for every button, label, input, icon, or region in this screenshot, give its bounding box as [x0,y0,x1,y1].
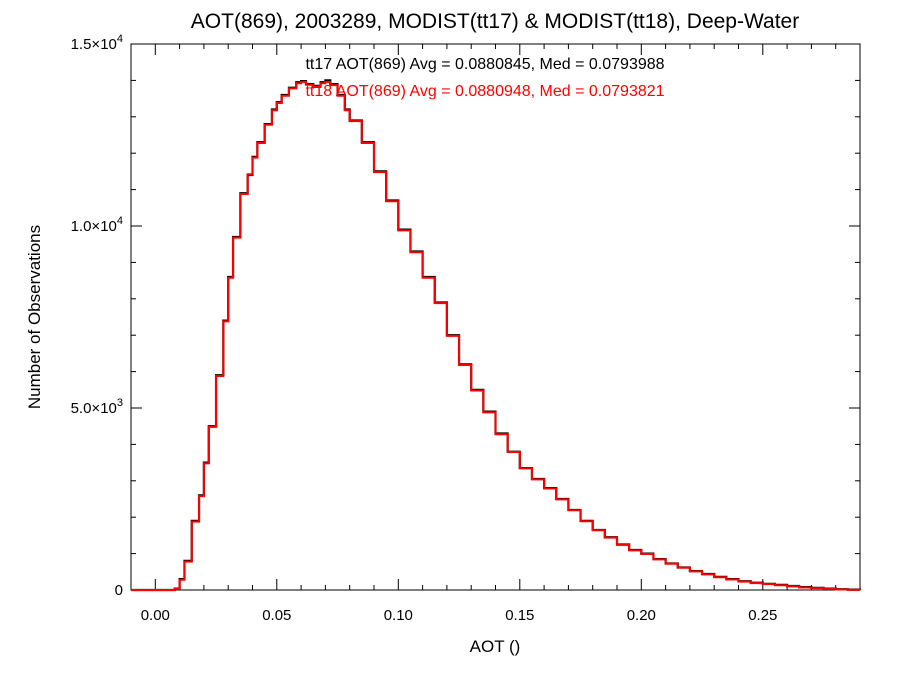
y-axis-label: Number of Observations [25,225,44,409]
annotation-tt17: tt17 AOT(869) Avg = 0.0880845, Med = 0.0… [305,56,664,73]
series-tt18-line [131,80,861,591]
chart-title: AOT(869), 2003289, MODIST(tt17) & MODIST… [191,10,799,33]
x-axis-ticks: 0.00 0.05 0.10 0.15 0.20 0.25 [130,44,861,624]
x-axis-label: AOT () [470,637,521,656]
series-tt17-line [131,79,862,592]
y-tick-label: 1.5×104 [71,33,123,53]
series-layer [131,79,862,592]
x-tick-label: 0.20 [627,607,656,624]
x-tick-label: 0.00 [141,607,170,624]
x-tick-label: 0.10 [384,607,413,624]
annotation-tt18: tt18 AOT(869) Avg = 0.0880948, Med = 0.0… [305,83,664,100]
y-axis-ticks: 0 5.0×103 1.0×104 1.5×104 [71,33,860,599]
y-tick-label: 0 [115,582,123,599]
y-tick-label: 5.0×103 [71,397,123,417]
x-tick-label: 0.25 [748,607,777,624]
plot-frame [130,43,861,591]
x-tick-label: 0.15 [505,607,534,624]
x-tick-label: 0.05 [262,607,291,624]
y-tick-label: 1.0×104 [71,215,123,235]
